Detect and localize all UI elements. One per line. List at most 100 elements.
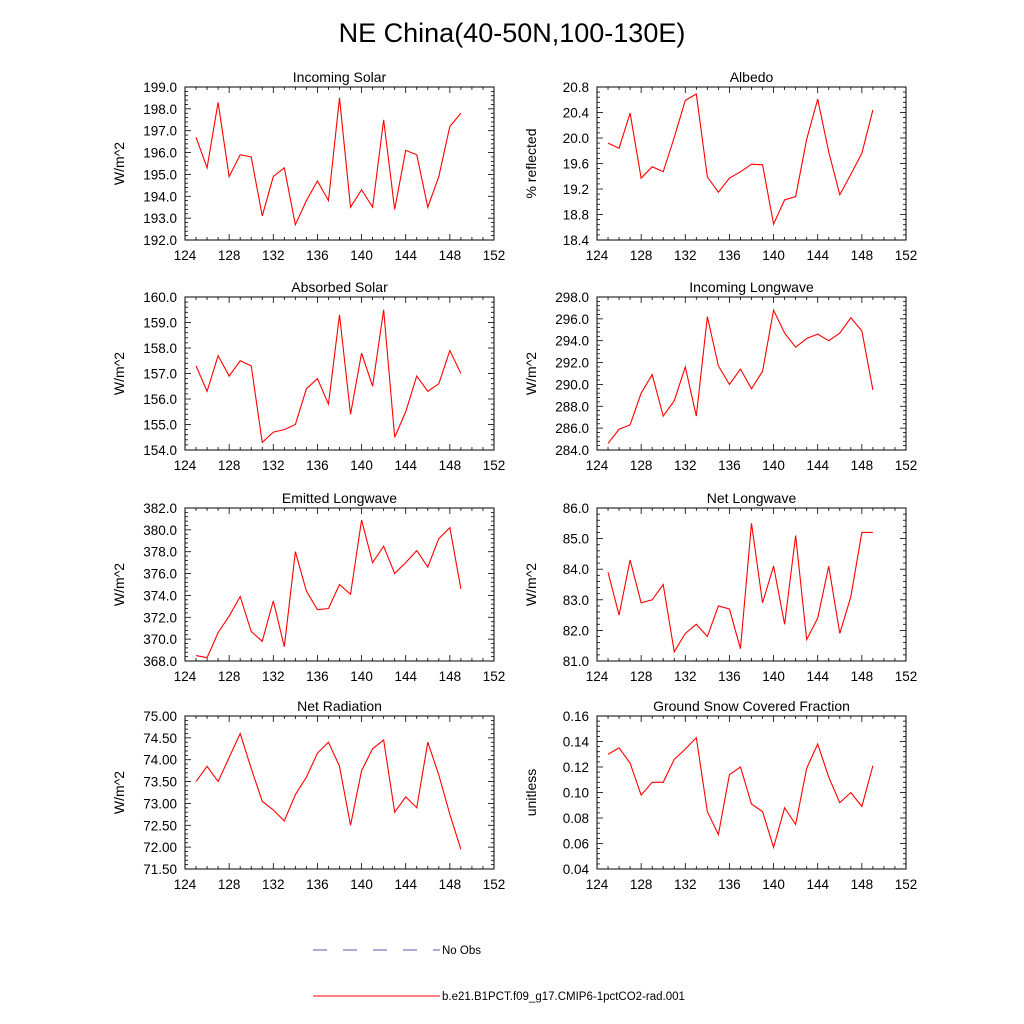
data-point — [872, 532, 873, 533]
y-tick-label: 20.8 — [563, 80, 589, 95]
data-point — [251, 631, 252, 632]
data-point — [607, 443, 608, 444]
x-tick-label: 144 — [394, 458, 417, 473]
x-tick-label: 124 — [174, 248, 197, 263]
data-point — [328, 200, 329, 201]
x-tick-label: 124 — [586, 877, 609, 892]
data-point — [240, 596, 241, 597]
y-tick-label: 86.0 — [563, 501, 589, 516]
data-point — [630, 763, 631, 764]
data-point — [740, 171, 741, 172]
data-point — [850, 174, 851, 175]
x-tick-label: 144 — [394, 669, 417, 684]
data-point — [383, 739, 384, 740]
data-point — [372, 207, 373, 208]
data-point — [696, 624, 697, 625]
y-tick-label: 73.00 — [143, 796, 177, 811]
x-tick-label: 140 — [762, 669, 785, 684]
data-point — [861, 330, 862, 331]
panel-4: Incoming Longwave W/m^2 124 128 132 136 140 144… — [523, 279, 917, 473]
panel-2: Albedo % reflected 124 128 132 136 140 144 148 15… — [523, 69, 917, 263]
data-point — [773, 847, 774, 848]
y-axis-label: W/m^2 — [111, 563, 127, 606]
data-point — [449, 814, 450, 815]
data-point — [306, 777, 307, 778]
data-point — [449, 350, 450, 351]
data-point — [718, 605, 719, 606]
plot-frame — [596, 86, 907, 241]
y-tick-label: 374.0 — [143, 588, 177, 603]
data-point — [828, 566, 829, 567]
y-tick-label: 154.0 — [143, 443, 177, 458]
data-point — [817, 334, 818, 335]
x-tick-label: 148 — [851, 248, 874, 263]
x-tick-label: 128 — [218, 458, 241, 473]
data-point — [618, 615, 619, 616]
series-line — [607, 523, 873, 654]
data-point — [817, 618, 818, 619]
data-point — [607, 143, 608, 144]
y-tick-label: 370.0 — [143, 632, 177, 647]
data-point — [707, 811, 708, 812]
data-point — [729, 774, 730, 775]
data-point — [641, 178, 642, 179]
data-point — [674, 759, 675, 760]
data-point — [685, 749, 686, 750]
data-point — [350, 207, 351, 208]
x-tick-label: 128 — [630, 877, 653, 892]
x-tick-label: 140 — [762, 248, 785, 263]
data-point — [707, 316, 708, 317]
x-tick-label: 148 — [851, 458, 874, 473]
data-point — [630, 424, 631, 425]
x-tick-label: 136 — [718, 458, 741, 473]
y-axis-label: W/m^2 — [523, 352, 539, 395]
data-point — [218, 781, 219, 782]
data-point — [317, 378, 318, 379]
data-point — [240, 360, 241, 361]
data-point — [383, 546, 384, 547]
data-point — [383, 309, 384, 310]
y-axis-label: W/m^2 — [111, 771, 127, 814]
figure-title: NE China(40-50N,100-130E) — [339, 18, 686, 48]
data-point — [251, 365, 252, 366]
data-point — [361, 189, 362, 190]
y-tick-label: 156.0 — [143, 392, 177, 407]
y-tick-label: 197.0 — [143, 124, 177, 139]
data-point — [229, 757, 230, 758]
data-point — [295, 551, 296, 552]
data-point — [206, 657, 207, 658]
y-tick-label: 368.0 — [143, 654, 177, 669]
data-point — [460, 849, 461, 850]
data-point — [652, 374, 653, 375]
x-tick-label: 144 — [806, 458, 829, 473]
x-tick-label: 132 — [262, 877, 285, 892]
data-point — [817, 99, 818, 100]
data-point — [828, 151, 829, 152]
x-tick-label: 124 — [174, 669, 197, 684]
data-point — [416, 550, 417, 551]
data-point — [273, 176, 274, 177]
x-tick-label: 140 — [350, 458, 373, 473]
x-tick-label: 132 — [674, 248, 697, 263]
y-tick-label: 81.0 — [563, 654, 589, 669]
data-point — [663, 584, 664, 585]
y-tick-label: 296.0 — [555, 312, 589, 327]
data-point — [206, 391, 207, 392]
x-tick-label: 132 — [674, 458, 697, 473]
data-point — [806, 338, 807, 339]
data-point — [361, 353, 362, 354]
data-point — [449, 126, 450, 127]
y-tick-label: 288.0 — [555, 399, 589, 414]
plot-frame — [596, 507, 907, 662]
data-point — [361, 519, 362, 520]
x-tick-label: 144 — [394, 877, 417, 892]
data-point — [427, 742, 428, 743]
data-point — [828, 340, 829, 341]
data-point — [773, 223, 774, 224]
data-point — [229, 176, 230, 177]
y-tick-label: 18.4 — [563, 233, 590, 248]
data-point — [751, 523, 752, 524]
data-point — [718, 834, 719, 835]
data-point — [206, 766, 207, 767]
x-tick-label: 124 — [174, 877, 197, 892]
